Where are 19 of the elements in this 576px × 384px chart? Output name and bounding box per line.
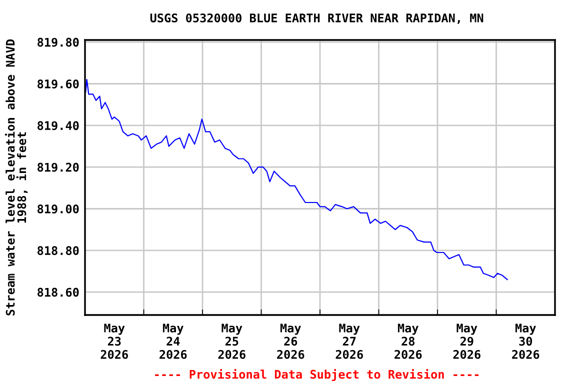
- x-tick-label: May 25 2026: [218, 324, 246, 359]
- y-tick-label: 819.40: [38, 121, 79, 130]
- x-tick-label: May 24 2026: [160, 324, 187, 359]
- y-tick-label: 818.80: [38, 246, 79, 256]
- x-tick-label: May 26 2026: [277, 324, 304, 359]
- x-tick-label: May 28 2026: [394, 324, 422, 359]
- y-tick-label: 819.00: [38, 204, 79, 214]
- text: ---- Provisional Data Subject to Revision ----: [155, 368, 479, 382]
- y-tick-label: 819.20: [38, 162, 79, 172]
- x-tick-label: May 29 2026: [453, 324, 480, 359]
- y-axis-title: Stream water level elevation above NAVD 1988, in feet: [4, 39, 28, 316]
- y-tick-label: 818.60: [38, 288, 79, 297]
- x-tick-label: May 23 2026: [100, 324, 128, 359]
- y-tick-label: 819.80: [38, 38, 79, 47]
- chart-title: USGS 05320000 BLUE EARTH RIVER NEAR RAPIDAN, MN: [150, 13, 484, 24]
- y-tick-label: 819.60: [38, 79, 79, 88]
- x-tick-label: May 30 2026: [512, 324, 540, 359]
- x-tick-label: May 27 2026: [336, 324, 363, 359]
- line-series: [85, 79, 508, 280]
